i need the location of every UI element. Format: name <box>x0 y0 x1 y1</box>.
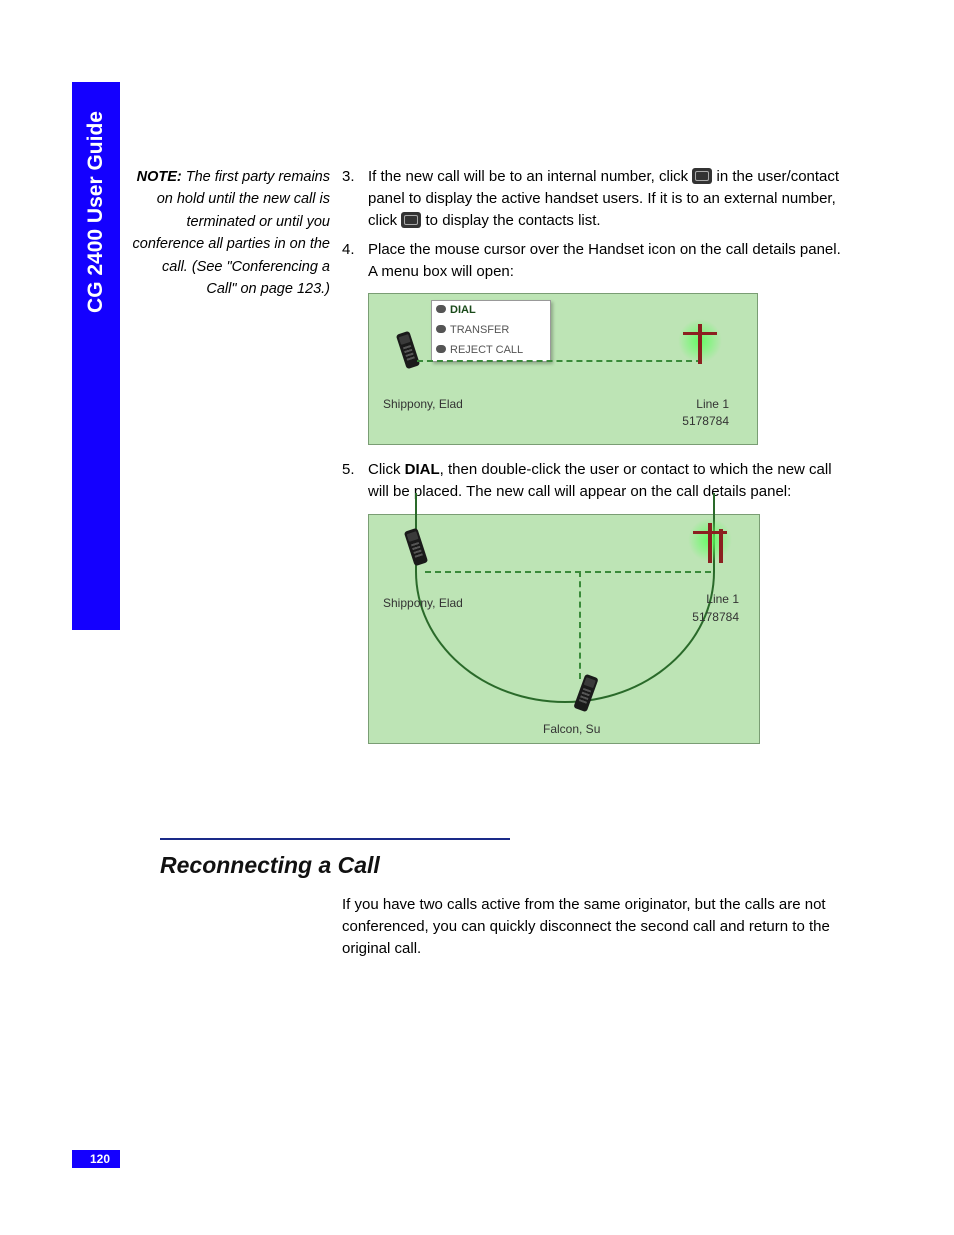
menu-item-transfer[interactable]: TRANSFER <box>432 321 550 341</box>
line-name: Line 1 <box>692 591 739 608</box>
contacts-icon <box>401 212 421 228</box>
connection-line-top <box>425 571 711 573</box>
step-num: 4. <box>342 239 368 283</box>
step3-t1: If the new call will be to an internal n… <box>368 168 692 185</box>
third-party-label: Falcon, Su <box>543 721 600 738</box>
handsets-icon <box>692 168 712 184</box>
margin-note: NOTE: The first party remains on hold un… <box>130 166 330 301</box>
context-menu: DIAL TRANSFER REJECT CALL <box>431 300 551 362</box>
menu-label: REJECT CALL <box>450 344 523 356</box>
step-num: 5. <box>342 459 368 503</box>
step-4: 4. Place the mouse cursor over the Hands… <box>342 239 852 283</box>
step-body: Place the mouse cursor over the Handset … <box>368 239 852 283</box>
note-text: The first party remains on hold until th… <box>133 169 331 297</box>
step-num: 3. <box>342 166 368 231</box>
bullet-icon <box>436 325 446 333</box>
main-column: 3. If the new call will be to an interna… <box>342 166 852 744</box>
note-label: NOTE: <box>137 169 182 185</box>
section-heading: Reconnecting a Call <box>160 852 380 879</box>
menu-label: TRANSFER <box>450 324 509 336</box>
step5-t1: Click <box>368 461 405 478</box>
call-panel-menu-screenshot: DIAL TRANSFER REJECT CALL Shippony, Elad… <box>368 293 758 445</box>
line-label: Line 1 5178784 <box>692 591 739 626</box>
line-tower-icon <box>693 523 727 563</box>
connection-line <box>417 360 702 362</box>
line-number: 5178784 <box>692 609 739 626</box>
step3-t3: to display the contacts list. <box>426 212 601 229</box>
page-number: 120 <box>84 1150 118 1168</box>
line-name: Line 1 <box>682 396 729 413</box>
menu-item-reject[interactable]: REJECT CALL <box>432 341 550 361</box>
line-label: Line 1 5178784 <box>682 396 729 431</box>
bullet-icon <box>436 345 446 353</box>
caller-label: Shippony, Elad <box>383 396 463 413</box>
connection-line-vert <box>579 571 581 679</box>
call-details-screenshot: Shippony, Elad Line 1 5178784 Falcon, Su <box>368 514 760 744</box>
spine-title-text: CG 2400 User Guide <box>84 111 108 313</box>
menu-item-dial[interactable]: DIAL <box>432 301 550 321</box>
bullet-icon <box>436 305 446 313</box>
step5-bold: DIAL <box>405 461 440 478</box>
step-3: 3. If the new call will be to an interna… <box>342 166 852 231</box>
step-body: If the new call will be to an internal n… <box>368 166 852 231</box>
line-number: 5178784 <box>682 413 729 430</box>
section-rule <box>160 838 510 840</box>
spine-title: CG 2400 User Guide <box>72 82 120 342</box>
section-body: If you have two calls active from the sa… <box>342 894 852 959</box>
menu-label: DIAL <box>450 304 476 316</box>
line-tower-icon <box>683 324 717 364</box>
handset-icon <box>396 330 420 369</box>
caller-label: Shippony, Elad <box>383 595 463 612</box>
